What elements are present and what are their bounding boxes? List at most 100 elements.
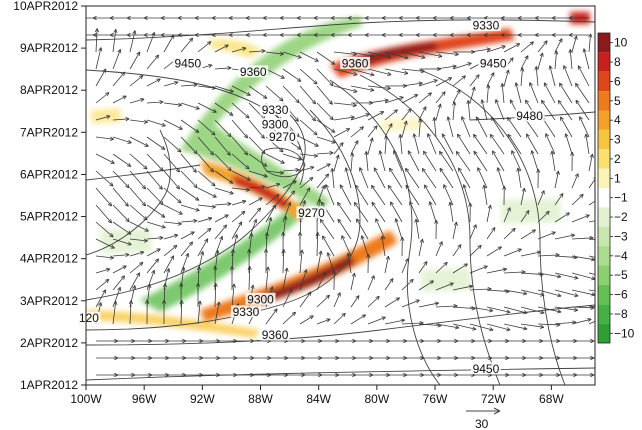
wind-vector-head — [434, 219, 439, 224]
wind-vector — [433, 117, 437, 138]
wind-vector — [282, 68, 302, 82]
wind-vector — [537, 254, 560, 257]
wind-vector — [197, 153, 214, 173]
wind-vector-head — [296, 145, 302, 150]
wind-vector — [282, 288, 293, 308]
wind-vector-head — [568, 49, 573, 54]
wind-vector-head — [505, 69, 510, 74]
x-tick-label: 88W — [248, 392, 273, 406]
wind-vector-head — [415, 15, 420, 21]
y-tick-label: 8APR2012 — [20, 83, 78, 97]
wind-vector-head — [584, 133, 589, 138]
wind-vector — [575, 83, 590, 104]
wind-vector — [486, 227, 496, 240]
wind-vector-head — [228, 15, 233, 21]
wind-vector-head — [507, 116, 512, 122]
wind-vector — [95, 289, 107, 308]
wind-vector-head — [109, 233, 114, 238]
wind-vector — [588, 238, 595, 240]
colorbar-label: 4 — [614, 113, 621, 127]
colorbar-swatch — [598, 246, 610, 266]
wind-vector — [322, 235, 335, 257]
wind-vector — [129, 30, 136, 53]
wind-vector — [163, 244, 178, 257]
wind-vector-head — [551, 15, 556, 21]
wind-vector-head — [432, 15, 437, 21]
wind-vector — [231, 85, 251, 96]
wind-vector — [95, 115, 111, 121]
wind-vector-head — [245, 114, 250, 119]
wind-vector-head — [264, 232, 270, 237]
wind-vector — [112, 170, 130, 189]
wind-vector — [197, 119, 216, 136]
wind-vector — [435, 91, 446, 104]
wind-vector-head — [274, 193, 280, 199]
contour-label: 9330 — [473, 19, 500, 33]
wind-vector — [231, 119, 248, 139]
wind-vector-head — [222, 224, 228, 229]
wind-vector-head — [492, 150, 496, 155]
x-tick-label: 92W — [190, 392, 215, 406]
wind-vector-head — [279, 97, 284, 102]
contour-label: 9360 — [240, 65, 267, 79]
y-tick-label: 6APR2012 — [20, 167, 78, 181]
wind-vector — [197, 228, 212, 240]
wind-vector-head — [482, 184, 487, 189]
wind-vector-head — [375, 218, 380, 223]
wind-vector-head — [315, 232, 320, 237]
wind-vector — [248, 266, 251, 291]
wind-vector-head — [246, 91, 251, 96]
wind-vector — [316, 232, 319, 257]
wind-vector — [316, 250, 322, 274]
wind-vector-head — [98, 47, 103, 52]
wind-vector — [146, 136, 166, 150]
wind-vector — [554, 234, 575, 240]
wind-vector-head — [177, 221, 182, 226]
wind-vector — [529, 82, 539, 104]
wind-vector-head — [154, 258, 160, 263]
wind-vector — [469, 74, 480, 87]
wind-vector — [501, 83, 505, 104]
wind-vector — [282, 311, 296, 325]
wind-vector-head — [296, 15, 301, 21]
wind-vector-head — [415, 32, 420, 38]
wind-vector — [282, 267, 288, 291]
wind-vector — [503, 323, 528, 330]
wind-vector — [95, 47, 102, 70]
wind-vector-head — [454, 325, 460, 330]
contour-label-bg — [296, 206, 327, 219]
wind-vector-head — [224, 44, 229, 49]
wind-vector-head — [455, 150, 460, 156]
wind-vector-head — [387, 184, 392, 190]
wind-vector — [248, 170, 268, 178]
wind-vector-head — [337, 201, 342, 207]
wind-vector-head — [389, 167, 394, 173]
wind-vector-head — [557, 99, 562, 105]
wind-vector-head — [128, 300, 134, 305]
wind-vector-head — [125, 252, 130, 258]
wind-vector-head — [449, 32, 454, 38]
wind-vector-head — [398, 15, 403, 21]
wind-vector-head — [104, 278, 110, 284]
wind-vector-head — [536, 250, 542, 255]
wind-vector — [585, 133, 590, 155]
x-tick-label: 100W — [70, 392, 102, 406]
wind-vector-head — [593, 177, 595, 179]
wind-vector-head — [361, 314, 366, 319]
wind-vector-head — [76, 16, 80, 19]
y-tick-label: 1APR2012 — [20, 378, 78, 392]
wind-vector — [214, 44, 229, 53]
wind-vector — [129, 261, 144, 274]
wind-vector-head — [448, 201, 453, 206]
wind-vector — [197, 187, 217, 198]
wind-vector — [384, 123, 393, 138]
wind-vector — [469, 86, 475, 104]
wind-vector-head — [122, 265, 127, 270]
wind-vector-head — [177, 102, 182, 107]
wind-vector-head — [468, 284, 474, 289]
wind-vector — [367, 137, 373, 155]
wind-vector — [401, 108, 412, 121]
wind-vector-head — [446, 116, 451, 121]
colorbar-label: −8 — [614, 307, 628, 321]
wind-vector — [214, 224, 227, 240]
